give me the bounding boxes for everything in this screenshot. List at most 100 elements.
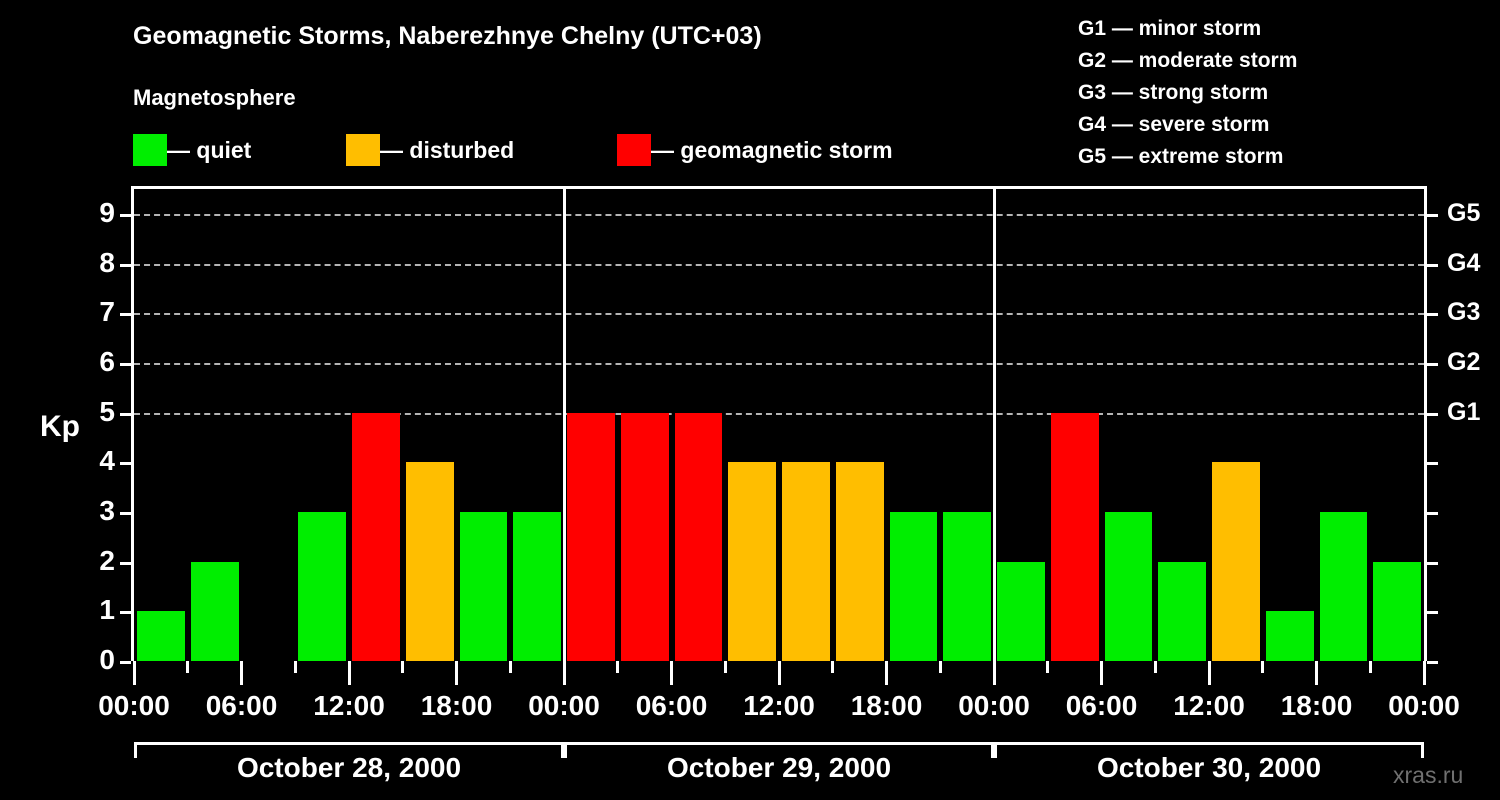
y-tick-right-2 [1427,561,1438,565]
gridline-kp-7 [134,313,1424,316]
x-tick-major [777,661,781,685]
x-tick-major [562,661,566,685]
bar [137,611,185,661]
x-tick-minor [1046,661,1050,673]
x-tick-minor [938,661,942,673]
x-tick-major [240,661,243,685]
x-tick-major [1422,661,1426,685]
bar [1373,561,1421,661]
x-tick-major [1315,661,1318,685]
x-axis-label: 12:00 [743,690,815,721]
legend-label-geomagnetic-storm: — geomagnetic storm [651,136,893,163]
g-scale-legend: G1 — minor storm G2 — moderate storm G3 — … [1078,13,1418,173]
bar [1212,462,1260,661]
y-axis-label-1: 1 [99,594,115,626]
day-label: October 30, 2000 [1096,752,1322,783]
x-axis-label: 18:00 [850,690,923,721]
legend-entry-geomagnetic-storm: — geomagnetic storm [617,133,893,167]
y-tick-left-2 [120,561,131,565]
bar [1050,412,1099,661]
bar [1265,611,1314,661]
x-tick-major [1207,661,1211,685]
y-tick-left-5 [120,412,131,416]
x-tick-major [1100,661,1103,685]
y-tick-left-9 [120,213,131,217]
y-axis-label-5: 5 [99,395,115,427]
y-axis-label-9: 9 [99,196,115,228]
bar [513,511,561,661]
x-axis-label: 00:00 [958,690,1030,721]
bar [1158,561,1206,661]
bar [728,462,776,661]
g-legend-row-g2: G2 — moderate storm [1078,49,1298,72]
g-axis-label-g5: G5 [1447,198,1481,227]
day-bracket [134,742,564,758]
magnetosphere-section-label: Magnetosphere [133,85,296,110]
legend-label-disturbed: — disturbed [380,136,515,163]
day-separator [562,186,566,661]
y-tick-right-4 [1427,462,1438,466]
x-axis-label: 12:00 [313,690,385,721]
bar [674,412,723,661]
x-tick-major [132,661,136,685]
y-tick-right-1 [1427,611,1438,615]
x-axis-label: 06:00 [1065,690,1138,721]
y-tick-right-6 [1427,362,1438,366]
bar [459,511,508,661]
legend-swatch-geomagnetic-storm [617,134,651,166]
y-axis-label-3: 3 [99,494,115,526]
g-legend-row-g1: G1 — minor storm [1078,17,1262,40]
day-separator [992,186,996,661]
plot-area [134,186,1424,661]
x-axis-label: 18:00 [1280,690,1353,721]
x-tick-minor [186,661,190,673]
x-tick-minor [1261,661,1265,673]
day-bracket [994,742,1424,758]
y-tick-left-3 [120,511,131,515]
g-axis-label-g4: G4 [1447,248,1481,277]
bar [889,511,938,661]
x-tick-major [992,661,996,685]
y-tick-left-4 [120,462,131,466]
x-tick-major [347,661,351,685]
x-tick-minor [1153,661,1157,673]
bar [1319,511,1368,661]
x-axis-label: 00:00 [528,690,600,721]
y-tick-left-1 [120,611,131,615]
gridline-kp-5 [134,412,1424,415]
y-axis-title: Kp [40,410,80,443]
legend-entry-disturbed: — disturbed [346,133,514,167]
x-tick-major [455,661,458,685]
x-tick-minor [508,661,512,673]
bar [620,412,669,661]
g-axis-label-g2: G2 [1447,347,1481,376]
x-tick-minor [401,661,405,673]
x-axis-label: 06:00 [635,690,708,721]
x-axis-label: 00:00 [1388,690,1460,721]
x-tick-major [885,661,888,685]
g-axis-label-g3: G3 [1447,298,1481,327]
y-axis-label-2: 2 [99,544,115,576]
x-tick-minor [831,661,835,673]
gridline-kp-6 [134,362,1424,365]
bar [782,462,830,661]
y-tick-right-9 [1427,213,1438,217]
legend-label-quiet: — quiet [167,136,252,163]
bar [1104,511,1153,661]
g-legend-row-g3: G3 — strong storm [1078,81,1269,104]
legend-entry-quiet: — quiet [133,133,251,167]
bar [997,561,1045,661]
g-axis-label-g1: G1 [1447,397,1481,426]
x-tick-minor [1368,661,1372,673]
bar [405,462,454,661]
x-axis-label: 00:00 [98,690,170,721]
y-tick-right-3 [1427,511,1438,515]
watermark: xras.ru [1393,762,1464,788]
x-tick-major [670,661,673,685]
g-legend-row-g5: G5 — extreme storm [1078,145,1284,168]
y-axis-label-7: 7 [99,296,115,328]
y-axis-label-6: 6 [99,345,115,377]
bar [567,412,615,661]
y-tick-left-0 [120,661,131,664]
bar [943,511,991,661]
